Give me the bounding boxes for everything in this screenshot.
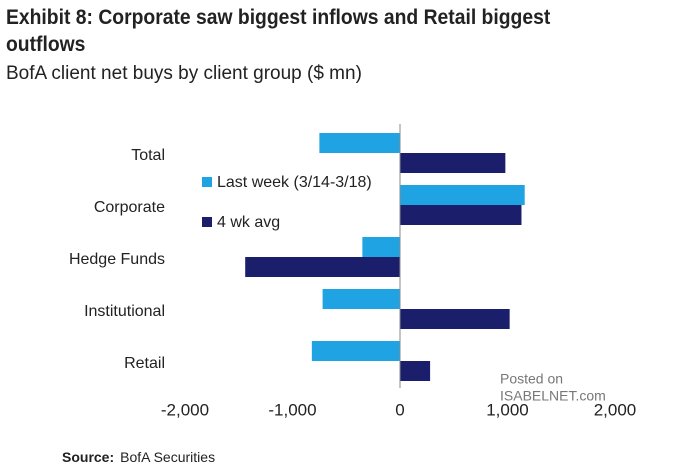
bar xyxy=(322,289,400,309)
y-tick-label: Retail xyxy=(124,355,165,372)
source-label: Source: xyxy=(62,449,115,465)
legend-swatch xyxy=(202,177,212,187)
watermark: Posted on xyxy=(500,371,563,387)
legend-swatch xyxy=(202,217,212,227)
y-tick-label: Institutional xyxy=(84,303,165,320)
legend-label: Last week (3/14-3/18) xyxy=(217,174,372,191)
source-text: BofA Securities xyxy=(120,449,216,465)
bar xyxy=(400,185,525,205)
bar xyxy=(400,361,431,381)
chart-subtitle: BofA client net buys by client group ($ … xyxy=(6,63,362,84)
bar xyxy=(311,341,400,361)
legend-label: 4 wk avg xyxy=(217,214,280,231)
x-tick-label: 2,000 xyxy=(594,400,637,419)
source: Source: BofA Securities xyxy=(62,449,215,465)
bar xyxy=(245,257,400,277)
x-tick-label: -2,000 xyxy=(161,400,209,419)
chart-title: Exhibit 8: Corporate saw biggest inflows… xyxy=(6,6,551,56)
x-tick-label: 1,000 xyxy=(486,400,529,419)
watermark: ISABELNET.com xyxy=(500,388,606,404)
bar xyxy=(400,205,522,225)
bar xyxy=(400,153,506,173)
bar xyxy=(319,133,400,153)
x-tick-label: -1,000 xyxy=(268,400,316,419)
y-tick-label: Total xyxy=(131,147,165,164)
y-tick-label: Corporate xyxy=(94,199,165,216)
bar xyxy=(400,309,510,329)
x-tick-label: 0 xyxy=(395,400,404,419)
y-tick-label: Hedge Funds xyxy=(69,251,165,268)
bar xyxy=(362,237,400,257)
